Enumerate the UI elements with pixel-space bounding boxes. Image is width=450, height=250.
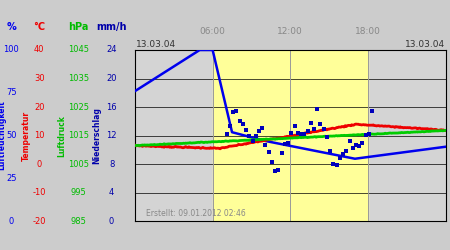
Bar [212, 50, 368, 221]
Point [304, 129, 311, 133]
Point [314, 107, 321, 111]
Text: 0: 0 [109, 217, 114, 226]
Point [239, 122, 247, 126]
Text: 1005: 1005 [68, 160, 89, 169]
Text: 25: 25 [6, 174, 17, 183]
Point [249, 139, 256, 143]
Text: 0: 0 [36, 160, 42, 169]
Text: 4: 4 [109, 188, 114, 197]
Point [230, 110, 237, 114]
Point [359, 141, 366, 145]
Point [339, 152, 346, 156]
Point [284, 141, 292, 145]
Point [262, 143, 269, 147]
Point [256, 129, 263, 133]
Point [297, 132, 305, 136]
Point [268, 160, 275, 164]
Point [352, 143, 360, 147]
Text: 06:00: 06:00 [200, 27, 225, 36]
Point [226, 124, 234, 128]
Text: 18:00: 18:00 [355, 27, 381, 36]
Point [336, 156, 343, 160]
Point [246, 134, 253, 138]
Text: -20: -20 [32, 217, 46, 226]
Point [301, 132, 308, 136]
Text: Luftfeuchtigkeit: Luftfeuchtigkeit [0, 101, 6, 170]
Point [271, 169, 279, 173]
Text: 24: 24 [106, 46, 117, 54]
Point [323, 135, 330, 139]
Text: Niederschlag: Niederschlag [92, 107, 101, 164]
Point [259, 126, 266, 130]
Point [236, 119, 243, 123]
Point [294, 131, 302, 135]
Point [330, 162, 337, 166]
Point [252, 134, 259, 138]
Point [265, 150, 272, 154]
Point [317, 122, 324, 126]
Text: 20: 20 [34, 102, 45, 112]
Point [275, 168, 282, 172]
Text: 16: 16 [106, 102, 117, 112]
Point [223, 132, 230, 136]
Text: 13.03.04: 13.03.04 [405, 40, 445, 49]
Text: 100: 100 [4, 46, 19, 54]
Text: -10: -10 [32, 188, 46, 197]
Point [320, 127, 327, 131]
Point [356, 144, 363, 148]
Text: 75: 75 [6, 88, 17, 97]
Point [346, 138, 353, 142]
Point [288, 131, 295, 135]
Point [233, 110, 240, 114]
Text: Temperatur: Temperatur [22, 110, 31, 161]
Point [349, 146, 356, 150]
Text: mm/h: mm/h [96, 22, 127, 32]
Text: 985: 985 [71, 217, 87, 226]
Point [327, 149, 334, 153]
Point [343, 148, 350, 152]
Point [281, 142, 288, 146]
Point [333, 163, 340, 167]
Text: 1045: 1045 [68, 46, 89, 54]
Text: Luftdruck: Luftdruck [58, 115, 67, 156]
Point [243, 128, 250, 132]
Point [365, 132, 373, 136]
Text: 12: 12 [106, 131, 117, 140]
Text: 1015: 1015 [68, 131, 89, 140]
Point [369, 109, 376, 113]
Text: 20: 20 [106, 74, 117, 83]
Text: °C: °C [33, 22, 45, 32]
Text: Erstellt: 09.01.2012 02:46: Erstellt: 09.01.2012 02:46 [146, 208, 246, 218]
Text: 12:00: 12:00 [277, 27, 303, 36]
Text: hPa: hPa [68, 22, 89, 32]
Text: 13.03.04: 13.03.04 [136, 40, 176, 49]
Point [291, 124, 298, 128]
Point [278, 151, 285, 155]
Text: 0: 0 [9, 217, 14, 226]
Text: 1025: 1025 [68, 102, 89, 112]
Text: 10: 10 [34, 131, 45, 140]
Point [362, 133, 369, 137]
Text: 8: 8 [109, 160, 114, 169]
Text: 30: 30 [34, 74, 45, 83]
Text: 995: 995 [71, 188, 86, 197]
Point [310, 127, 318, 131]
Text: 1035: 1035 [68, 74, 89, 83]
Text: %: % [6, 22, 16, 32]
Point [307, 121, 315, 125]
Text: 40: 40 [34, 46, 45, 54]
Text: 50: 50 [6, 131, 17, 140]
